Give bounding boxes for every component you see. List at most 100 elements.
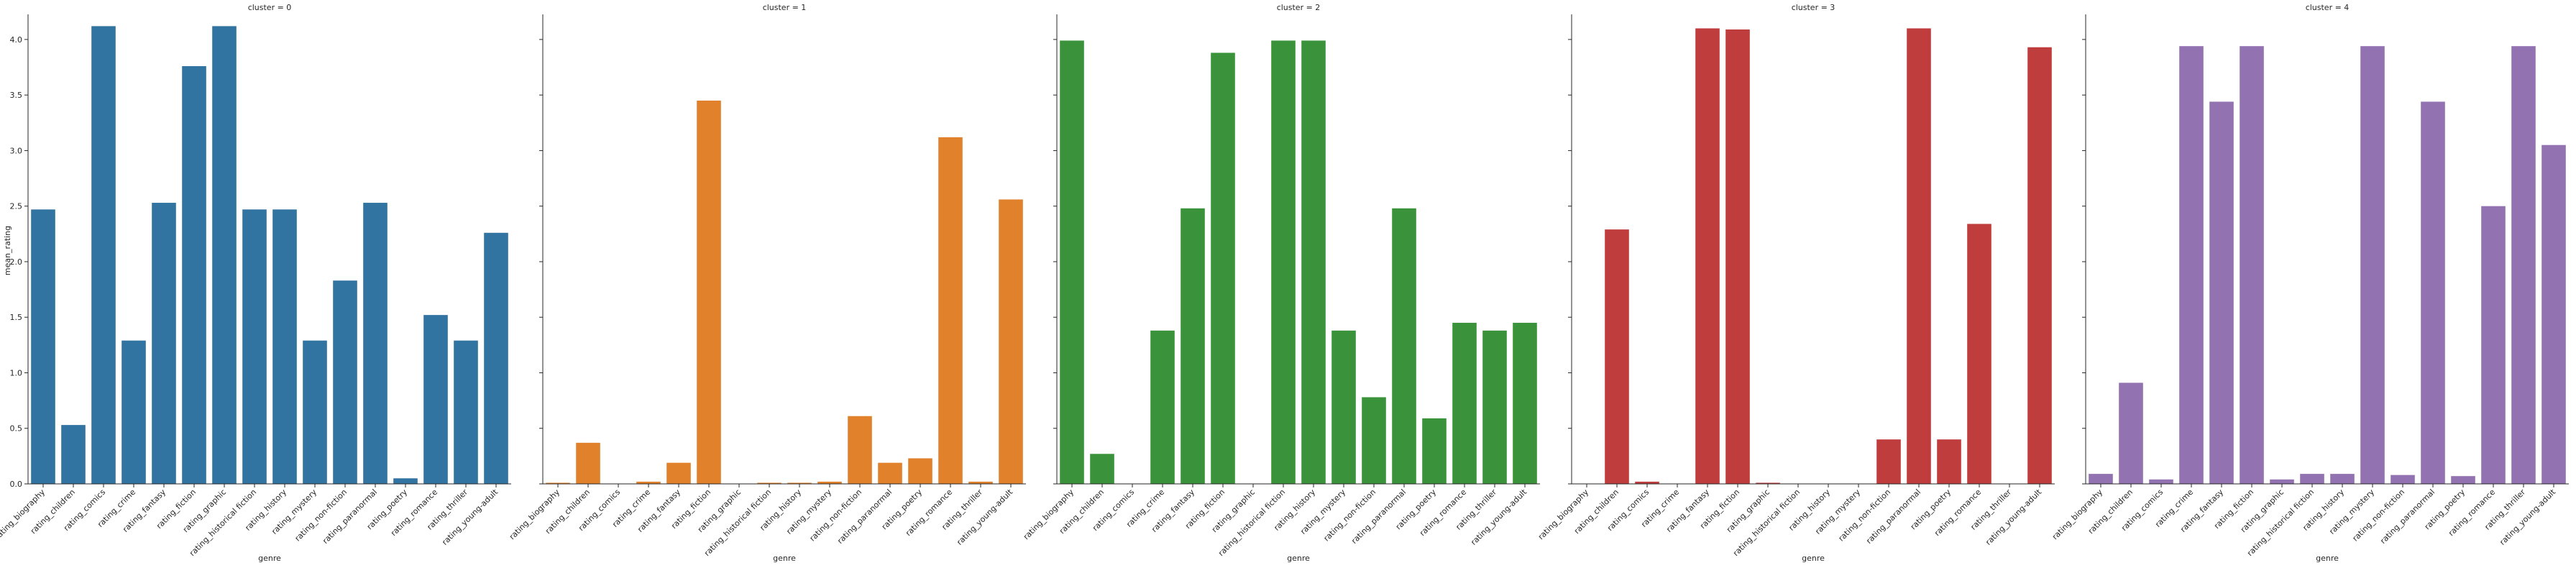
panel-title: cluster = 4 [2306,3,2350,12]
y-tick-label: 0.0 [10,480,23,489]
x-tick-label: rating_young-adult [1469,487,1528,546]
bar-rating-fantasy [2209,101,2234,484]
bar-rating-poetry [2451,476,2475,484]
panel-title: cluster = 2 [1277,3,1321,12]
bar-rating-historical-fiction [757,482,781,484]
y-tick-label: 1.0 [10,368,23,377]
bar-rating-comics [91,26,116,485]
bar-rating-fiction [697,100,721,484]
bar-rating-poetry [1422,418,1447,484]
bar-rating-mystery [2360,46,2385,485]
bar-rating-biography [2089,474,2113,484]
bar-rating-historical-fiction [242,209,267,484]
bar-rating-young-adult [484,232,508,484]
y-axis-title: mean_rating [3,226,12,275]
bar-rating-fantasy [152,203,176,484]
x-tick-label: rating_biography [0,487,47,542]
bar-rating-graphic [212,26,237,485]
bar-rating-mystery [1331,330,1356,484]
x-tick-label: rating_non-fiction [1836,487,1892,544]
x-tick-label: rating_paranormal [2378,487,2437,546]
bar-rating-mystery [817,481,842,484]
bar-rating-history [272,209,297,484]
bar-rating-comics [2149,479,2173,484]
bar-rating-thriller [1482,330,1507,484]
facet-panel-cluster-0: cluster = 0 0.0 0.5 1.0 1.5 2.0 2.5 3.0 3.5 4.0 ra… [0,3,511,563]
bar-rating-poetry [1937,439,1961,484]
bar-rating-young-adult [2027,47,2052,485]
x-axis-title: genre [1287,554,1310,563]
x-tick-label: rating_young-adult [955,487,1014,546]
x-tick-label: rating_paranormal [1864,487,1922,546]
bar-rating-children [61,425,86,484]
bar-rating-comics [1635,481,1659,484]
x-tick-label: rating_paranormal [321,487,379,546]
bar-rating-paranormal [878,462,902,484]
bar-rating-young-adult [999,199,1023,484]
bar-rating-paranormal [1392,208,1416,484]
bar-rating-historical-fiction [2300,474,2324,484]
y-tick-label: 2.5 [10,202,23,211]
x-tick-label: rating_biography [508,487,562,542]
bar-rating-fiction [182,65,206,485]
bar-rating-fantasy [1181,208,1205,484]
bar-rating-non-fiction [333,280,357,484]
x-axis-title: genre [258,554,281,563]
bar-rating-fantasy [666,462,691,484]
x-axis-title: genre [2316,554,2339,563]
bar-rating-non-fiction [1876,439,1901,484]
panel-title: cluster = 3 [1792,3,1835,12]
bar-rating-children [1090,454,1114,484]
bar-rating-non-fiction [848,416,872,484]
bar-rating-graphic [2270,479,2294,484]
x-axis-title: genre [1802,554,1825,563]
x-tick-label: rating_non-fiction [2350,487,2406,544]
y-tick-label: 3.5 [10,91,23,100]
bar-rating-young-adult [2541,145,2566,484]
y-tick-label: 1.5 [10,313,23,322]
x-tick-label: rating_young-adult [2498,487,2557,546]
x-tick-label: rating_non-fiction [1321,487,1378,544]
x-tick-label: rating_young-adult [440,487,500,546]
panel-title: cluster = 1 [763,3,807,12]
x-tick-label: rating_paranormal [1349,487,1408,546]
x-tick-label: rating_biography [2050,487,2105,542]
bar-rating-paranormal [2421,101,2445,484]
bar-rating-children [576,442,600,484]
bar-rating-poetry [393,478,418,484]
facet-panel-cluster-1: cluster = 1rating_biographyrating_childr… [508,3,1026,563]
bar-rating-young-adult [1513,322,1537,484]
bar-rating-romance [1967,224,1991,484]
bar-rating-non-fiction [1362,397,1386,484]
bar-rating-history [787,482,812,484]
bar-rating-romance [1452,322,1477,484]
x-tick-label: rating_young-adult [1984,487,2043,546]
bar-rating-romance [938,137,963,484]
bar-rating-fiction [2240,46,2264,485]
bar-rating-biography [546,482,570,484]
x-tick-label: rating_biography [1536,487,1591,542]
x-tick-label: rating_biography [1022,487,1076,542]
bar-rating-children [2119,383,2143,484]
bar-rating-fiction [1725,29,1750,484]
x-tick-label: rating_non-fiction [293,487,349,544]
x-tick-label: rating_non-fiction [807,487,863,544]
bar-rating-crime [1150,330,1175,484]
bar-rating-biography [31,209,55,484]
facet-panel-cluster-3: cluster = 3rating_biographyrating_childr… [1536,3,2055,563]
x-axis-title: genre [773,554,796,563]
bar-rating-biography [1060,40,1084,484]
facet-panel-cluster-4: cluster = 4rating_biographyrating_childr… [2050,3,2569,563]
bar-rating-historical-fiction [1271,40,1296,484]
bar-rating-paranormal [1907,28,1931,484]
y-tick-label: 4.0 [10,35,23,45]
bar-rating-poetry [908,458,932,484]
bar-rating-crime [636,481,661,484]
bar-rating-fantasy [1695,28,1720,484]
bar-rating-romance [2481,206,2506,484]
panel-title: cluster = 0 [248,3,292,12]
bar-rating-history [2330,474,2355,484]
bar-rating-crime [122,340,146,484]
bar-rating-thriller [968,481,993,484]
